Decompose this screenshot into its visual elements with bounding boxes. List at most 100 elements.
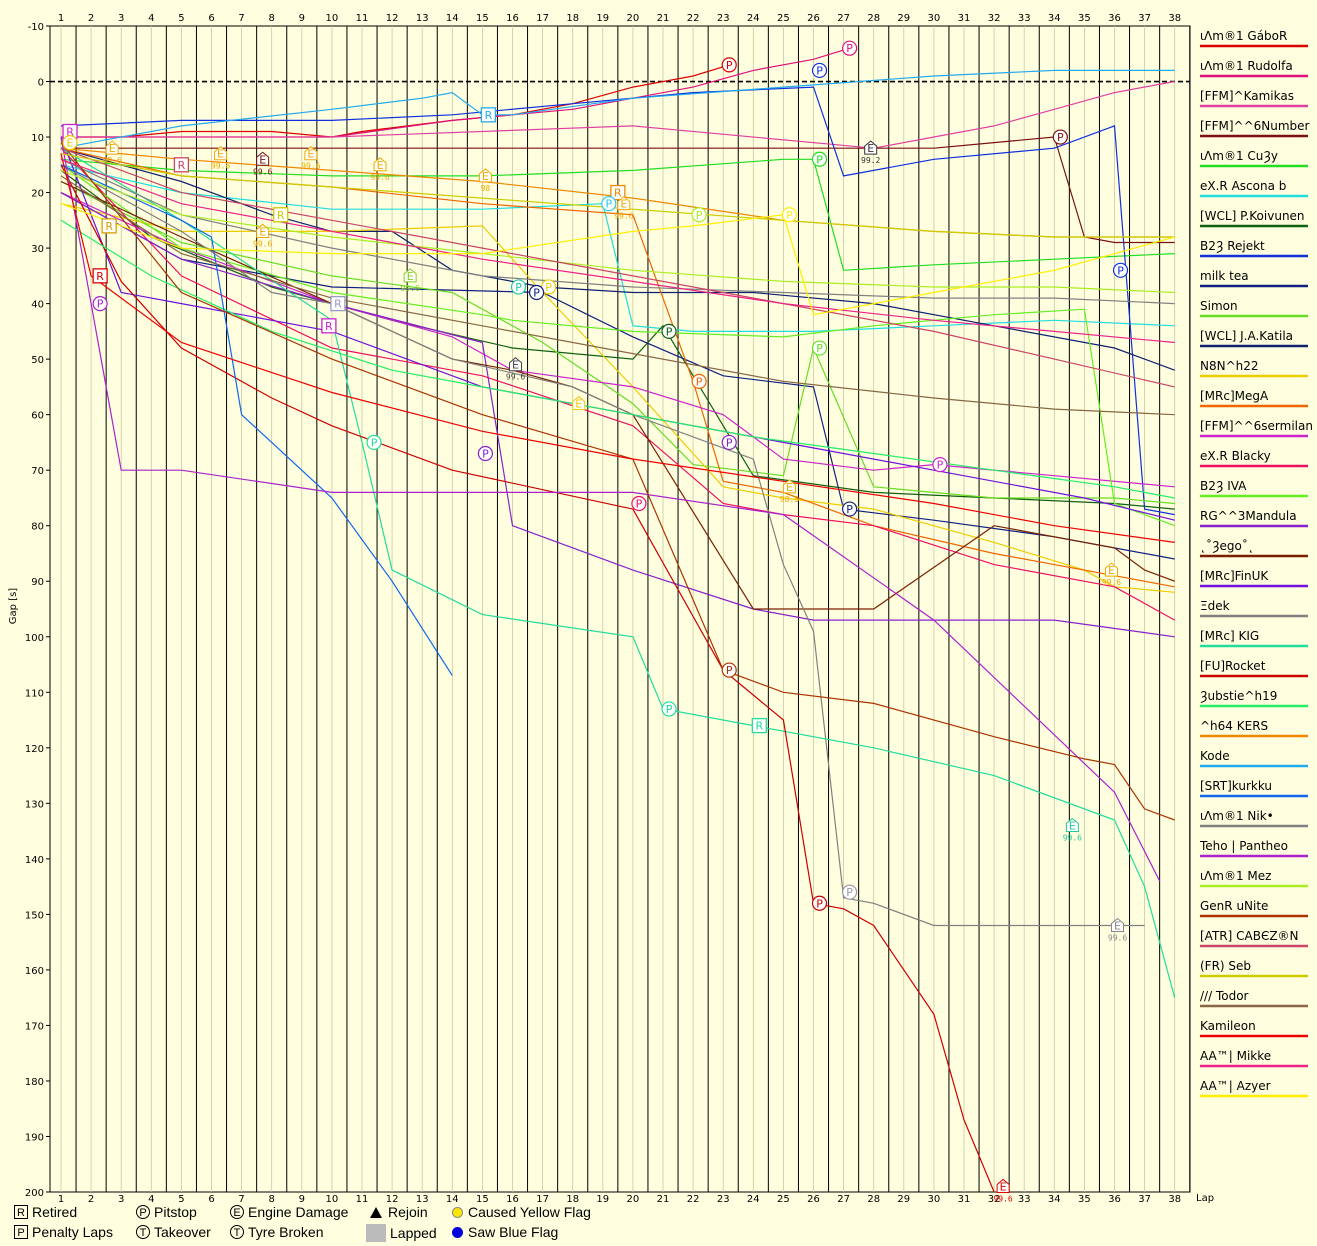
svg-text:99.6: 99.6 xyxy=(370,173,389,182)
annotation-marker-26: E99.6 xyxy=(614,196,634,221)
annotation-marker-39: P xyxy=(811,62,828,79)
y-tick-label: 170 xyxy=(25,1021,44,1032)
annotation-marker-53: P xyxy=(1112,262,1129,278)
svg-text:99.6: 99.6 xyxy=(993,1194,1012,1203)
annotation-marker-41: P xyxy=(811,340,828,356)
legend-label-7: B2Ȝ Rejekt xyxy=(1200,239,1265,254)
svg-text:99.6: 99.6 xyxy=(1108,933,1127,942)
y-tick-label: 60 xyxy=(31,411,44,422)
x-tick-label-top: 26 xyxy=(807,13,820,24)
x-tick-label: 19 xyxy=(596,1194,609,1205)
annotation-marker-12: R xyxy=(330,295,346,312)
annotation-marker-9: R xyxy=(273,207,289,223)
svg-text:99.6: 99.6 xyxy=(1102,578,1121,587)
series-line-29 xyxy=(60,142,1175,821)
key-pitstop-label: Pitstop xyxy=(154,1204,197,1220)
annotation-marker-16: P xyxy=(366,434,382,451)
legend-label-16: RG^^3Mandula xyxy=(1200,509,1297,523)
annotation-marker-29: P xyxy=(661,323,677,339)
svg-text:99.6: 99.6 xyxy=(253,239,272,248)
legend-label-13: [FFM]^^6sermilan xyxy=(1200,419,1313,433)
x-tick-label: 27 xyxy=(837,1194,850,1205)
svg-text:P: P xyxy=(1057,131,1064,144)
annotation-marker-33: P xyxy=(721,57,737,73)
y-tick-label: 40 xyxy=(31,300,44,311)
y-tick-label: 70 xyxy=(31,466,44,477)
svg-text:P: P xyxy=(846,42,853,55)
svg-text:E: E xyxy=(482,170,489,183)
x-tick-label: 26 xyxy=(807,1194,820,1205)
plot-area xyxy=(49,25,1191,1193)
x-tick-label: 25 xyxy=(777,1194,790,1205)
legend-label-14: eX.R Blacky xyxy=(1200,449,1271,463)
x-tick-label: 5 xyxy=(178,1194,184,1205)
annotation-marker-15: E99.6 xyxy=(401,268,420,293)
legend-label-31: (FR) Seb xyxy=(1200,959,1251,973)
annotation-marker-42: P xyxy=(811,895,828,911)
y-tick-label: 100 xyxy=(25,633,44,644)
svg-text:P: P xyxy=(816,342,823,355)
legend-label-8: milk tea xyxy=(1200,269,1249,283)
legend-label-9: Simon xyxy=(1200,299,1238,313)
svg-text:P: P xyxy=(515,281,522,294)
series-line-14 xyxy=(60,147,1175,621)
y-tick-label: 30 xyxy=(31,244,44,255)
key-pitstop: P Pitstop xyxy=(136,1204,197,1220)
x-tick-label: 16 xyxy=(506,1194,519,1205)
key-blue-flag: Saw Blue Flag xyxy=(452,1224,558,1240)
legend-label-23: ^h64 KERS xyxy=(1200,719,1268,733)
x-tick-label-top: 36 xyxy=(1108,13,1121,24)
x-tick-label: 8 xyxy=(269,1194,275,1205)
svg-text:R: R xyxy=(96,270,104,283)
x-tick-label-top: 31 xyxy=(958,13,971,24)
svg-text:99.2: 99.2 xyxy=(861,156,880,165)
x-tick-label: 18 xyxy=(566,1194,579,1205)
annotation-marker-3: P xyxy=(92,296,108,312)
legend-label-33: Kamileon xyxy=(1200,1019,1256,1033)
annotation-marker-13: R xyxy=(321,318,337,334)
penalty-icon: P xyxy=(14,1225,28,1239)
key-engine-label: Engine Damage xyxy=(248,1204,349,1220)
annotation-marker-31: P xyxy=(691,207,707,223)
x-tick-label: 4 xyxy=(148,1194,154,1205)
legend-label-3: [FFM]^^6Number xyxy=(1200,119,1310,133)
svg-text:P: P xyxy=(726,59,733,72)
key-yellow-flag: Caused Yellow Flag xyxy=(452,1204,591,1220)
x-tick-label-top: 20 xyxy=(627,13,640,24)
x-tick-label: 34 xyxy=(1048,1194,1061,1205)
svg-text:P: P xyxy=(816,897,823,910)
lapped-icon xyxy=(366,1224,386,1242)
annotation-marker-48: E99.6 xyxy=(993,1178,1013,1203)
svg-text:P: P xyxy=(726,664,733,677)
annotation-marker-51: E99.6 xyxy=(1102,562,1121,587)
legend-label-1: ιΛm®1 Rudolfa xyxy=(1200,59,1293,73)
x-tick-label: 20 xyxy=(627,1194,640,1205)
svg-text:P: P xyxy=(97,298,104,311)
x-tick-label-top: 7 xyxy=(238,13,244,24)
annotation-marker-17: R xyxy=(480,107,497,123)
x-tick-label-top: 10 xyxy=(326,13,339,24)
svg-text:E: E xyxy=(307,148,314,161)
annotation-marker-43: P xyxy=(842,40,858,56)
annotation-marker-23: P xyxy=(477,445,494,462)
annotation-marker-25: R xyxy=(610,184,626,201)
svg-text:P: P xyxy=(726,436,733,449)
svg-text:R: R xyxy=(178,159,186,172)
series-line-9 xyxy=(60,180,1175,505)
x-tick-label: 23 xyxy=(717,1194,730,1205)
legend-label-32: /// Todor xyxy=(1200,989,1249,1003)
svg-text:99.6: 99.6 xyxy=(211,162,230,171)
y-tick-label: 160 xyxy=(25,966,44,977)
key-retired: R Retired xyxy=(14,1204,77,1220)
series-line-32 xyxy=(60,175,1175,416)
svg-text:98.5: 98.5 xyxy=(780,495,799,504)
x-tick-label: 33 xyxy=(1018,1194,1031,1205)
series-line-25 xyxy=(60,164,453,676)
svg-text:R: R xyxy=(755,720,763,733)
x-tick-label: 30 xyxy=(928,1194,941,1205)
annotation-marker-6: R xyxy=(173,157,190,173)
x-tick-label: 10 xyxy=(326,1194,339,1205)
annotation-marker-36: R xyxy=(751,717,767,734)
series-line-4 xyxy=(60,158,1175,271)
takeover-icon: T xyxy=(136,1225,150,1239)
